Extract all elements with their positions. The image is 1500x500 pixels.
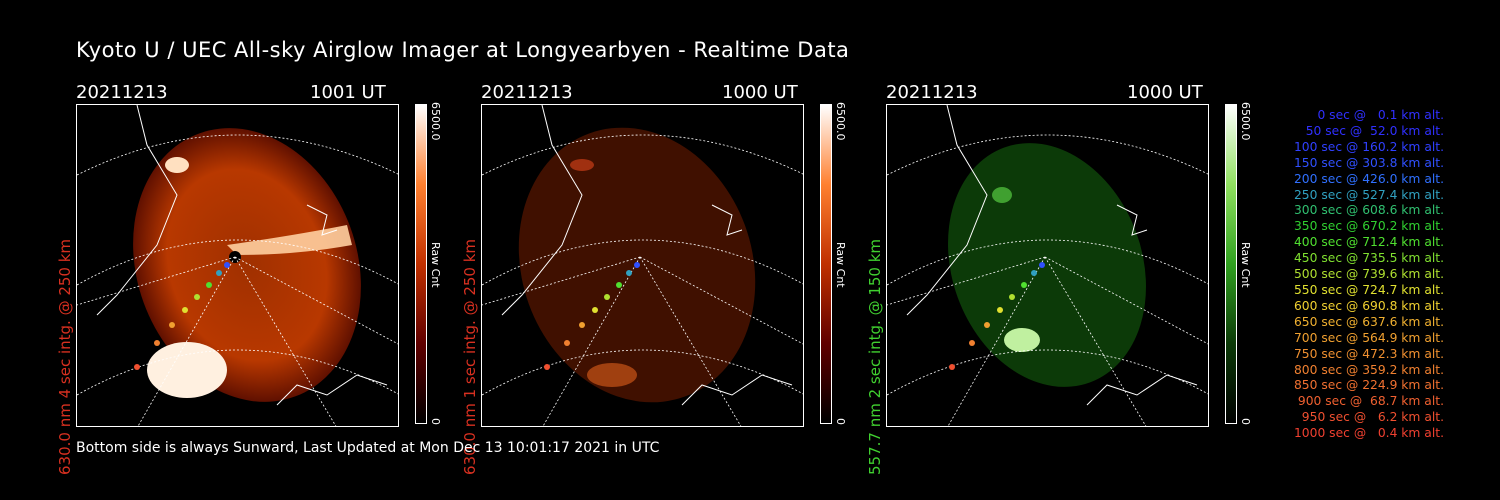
panel-1-allsky-map bbox=[77, 105, 398, 426]
time-altitude-legend: 0 sec @ 0.1 km alt. 50 sec @ 52.0 km alt.… bbox=[1294, 108, 1444, 442]
panel-3-time: 1000 UT bbox=[1127, 82, 1203, 103]
panel-2-colorbar bbox=[820, 104, 832, 424]
page-title: Kyoto U / UEC All-sky Airglow Imager at … bbox=[76, 38, 850, 62]
legend-row: 100 sec @ 160.2 km alt. bbox=[1293, 139, 1444, 154]
panel-2-image bbox=[481, 104, 804, 427]
panel-3-image bbox=[886, 104, 1209, 427]
panel-1-colorbar-unit: Raw Cnt bbox=[429, 242, 442, 288]
panel-1-ylabel: 630.0 nm 4 sec intg. @ 250 km bbox=[56, 238, 74, 475]
legend-row: 950 sec @ 6.2 km alt. bbox=[1301, 410, 1444, 425]
legend-row: 650 sec @ 637.6 km alt. bbox=[1293, 314, 1444, 329]
panel-1-colorbar-min: 0 bbox=[429, 418, 442, 425]
panel-3-colorbar bbox=[1225, 104, 1237, 424]
legend-row: 200 sec @ 426.0 km alt. bbox=[1293, 171, 1444, 186]
footer-note: Bottom side is always Sunward, Last Upda… bbox=[76, 440, 660, 456]
panel-1-colorbar bbox=[415, 104, 427, 424]
panel-1-date: 20211213 bbox=[76, 82, 168, 103]
legend-row: 700 sec @ 564.9 km alt. bbox=[1293, 330, 1444, 345]
legend-row: 0 sec @ 0.1 km alt. bbox=[1317, 108, 1444, 122]
panel-2-colorbar-max: 6500.0 bbox=[834, 102, 847, 141]
legend-row: 300 sec @ 608.6 km alt. bbox=[1293, 203, 1444, 218]
legend-row: 800 sec @ 359.2 km alt. bbox=[1293, 362, 1444, 377]
panel-3-colorbar-min: 0 bbox=[1239, 418, 1252, 425]
trajectory-markers bbox=[544, 262, 640, 370]
trajectory-markers bbox=[949, 262, 1045, 370]
trajectory-markers bbox=[134, 262, 230, 370]
legend-row: 550 sec @ 724.7 km alt. bbox=[1293, 282, 1444, 297]
legend-row: 750 sec @ 472.3 km alt. bbox=[1293, 346, 1444, 361]
panel-1-colorbar-max: 6500.0 bbox=[429, 102, 442, 141]
legend-row: 50 sec @ 52.0 km alt. bbox=[1305, 123, 1444, 138]
legend-row: 1000 sec @ 0.4 km alt. bbox=[1293, 426, 1444, 441]
legend-row: 450 sec @ 735.5 km alt. bbox=[1293, 251, 1444, 266]
panel-3-ylabel: 557.7 nm 2 sec intg. @ 150 km bbox=[866, 238, 884, 475]
panel-3-colorbar-unit: Raw Cnt bbox=[1239, 242, 1252, 288]
panel-3-date: 20211213 bbox=[886, 82, 978, 103]
legend-row: 500 sec @ 739.6 km alt. bbox=[1293, 267, 1444, 282]
panel-1-time: 1001 UT bbox=[310, 82, 386, 103]
legend-row: 850 sec @ 224.9 km alt. bbox=[1293, 378, 1444, 393]
panel-2-time: 1000 UT bbox=[722, 82, 798, 103]
legend-row: 900 sec @ 68.7 km alt. bbox=[1297, 394, 1444, 409]
legend-row: 250 sec @ 527.4 km alt. bbox=[1293, 187, 1444, 202]
legend-row: 400 sec @ 712.4 km alt. bbox=[1293, 235, 1444, 250]
legend-row: 600 sec @ 690.8 km alt. bbox=[1293, 298, 1444, 313]
panel-2-colorbar-unit: Raw Cnt bbox=[834, 242, 847, 288]
panel-2-date: 20211213 bbox=[481, 82, 573, 103]
legend-row: 150 sec @ 303.8 km alt. bbox=[1293, 155, 1444, 170]
legend-row: 350 sec @ 670.2 km alt. bbox=[1293, 219, 1444, 234]
panel-3-allsky-map bbox=[887, 105, 1208, 426]
panel-2-colorbar-min: 0 bbox=[834, 418, 847, 425]
panel-3-colorbar-max: 6500.0 bbox=[1239, 102, 1252, 141]
panel-2-allsky-map bbox=[482, 105, 803, 426]
panel-1-image bbox=[76, 104, 399, 427]
